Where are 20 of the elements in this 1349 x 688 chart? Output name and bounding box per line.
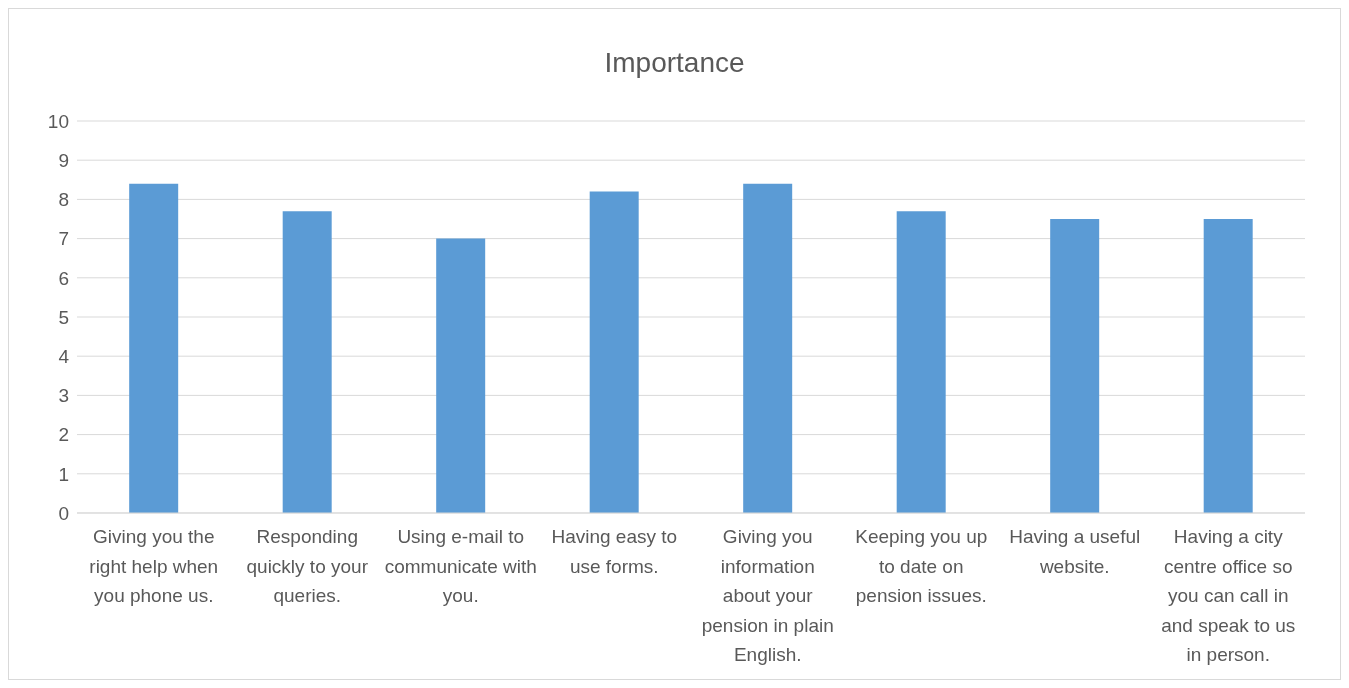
y-tick-label: 1 (58, 463, 69, 485)
y-tick-label: 8 (58, 189, 69, 211)
y-tick-label: 0 (58, 502, 69, 524)
x-tick-label: Responding quickly to your queries. (246, 526, 369, 606)
y-tick-label: 7 (58, 228, 69, 250)
chart-title: Importance (603, 47, 746, 79)
x-tick-label: Giving you the right help when you phone us. (89, 526, 219, 606)
x-tick-label: Using e-mail to communicate with you. (384, 526, 537, 606)
y-tick-label: 5 (58, 306, 69, 328)
y-tick-label: 4 (58, 345, 70, 367)
y-tick-label: 2 (58, 424, 69, 446)
x-tick-label: Having a useful website. (1009, 526, 1141, 577)
y-tick-label: 3 (58, 385, 69, 407)
y-tick-label: 6 (58, 267, 69, 289)
x-tick-label: Having a city centre office so you can call in and speak to us in person. (1161, 526, 1296, 665)
y-tick-label: 10 (47, 110, 69, 132)
x-tick-label: Keeping you up to date on pension issues. (855, 526, 988, 606)
x-tick-label: Giving you information about your pension in plain English. (701, 526, 834, 665)
y-tick-label: 9 (58, 149, 69, 171)
x-tick-label: Having easy to use forms. (551, 526, 678, 577)
